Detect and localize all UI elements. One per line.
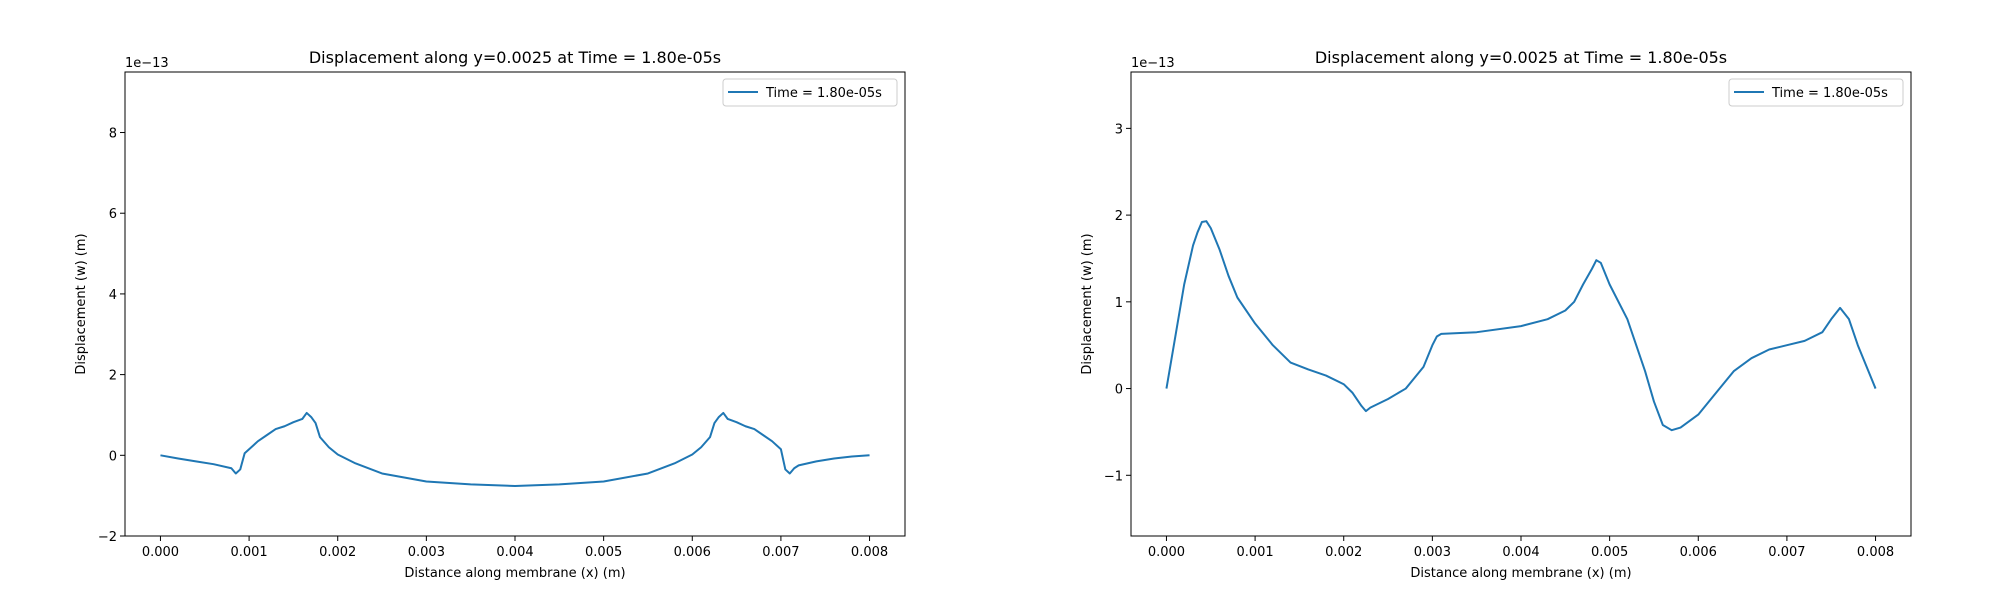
x-tick-label: 0.002 [319, 545, 356, 560]
y-tick-label: −2 [98, 530, 117, 545]
x-tick-label: 0.004 [496, 545, 533, 560]
x-tick-label: 0.001 [1236, 545, 1273, 560]
left-chart-axes-frame [124, 71, 906, 537]
x-tick-label: 0.006 [674, 545, 711, 560]
y-tick-label: 2 [1115, 209, 1123, 224]
left-chart-x-axis-label: Distance along membrane (x) (m) [404, 566, 625, 581]
x-tick-label: 0.003 [1414, 545, 1451, 560]
right-chart-legend: Time = 1.80e-05s [1728, 78, 1904, 107]
y-tick-label: 0 [1115, 383, 1123, 398]
x-tick-label: 0.007 [1768, 545, 1805, 560]
y-tick-label: −1 [1104, 469, 1123, 484]
x-tick-label: 0.008 [851, 545, 888, 560]
y-tick-label: 1 [1115, 296, 1123, 311]
left-chart: Displacement along y=0.0025 at Time = 1.… [74, 48, 906, 581]
left-chart-y-scale-label: 1e−13 [125, 56, 169, 71]
left-chart-plot-area: 0.000 0.001 0.002 0.003 0.004 0.005 0.006 0.007… [98, 127, 888, 560]
x-tick-label: 0.000 [1148, 545, 1185, 560]
y-tick-label: 2 [109, 369, 117, 384]
legend-label: Time = 1.80e-05s [1771, 86, 1888, 101]
right-chart: Displacement along y=0.0025 at Time = 1.… [1080, 48, 1912, 581]
right-chart-title: Displacement along y=0.0025 at Time = 1.… [1315, 48, 1727, 67]
legend-box [1728, 78, 1904, 107]
x-tick-label: 0.001 [230, 545, 267, 560]
left-chart-y-axis-label: Displacement (w) (m) [74, 233, 89, 374]
left-chart-legend: Time = 1.80e-05s [722, 78, 898, 107]
y-tick-label: 4 [109, 288, 117, 303]
series-line [160, 411, 870, 487]
x-tick-label: 0.007 [762, 545, 799, 560]
x-tick-label: 0.003 [408, 545, 445, 560]
left-chart-title: Displacement along y=0.0025 at Time = 1.… [309, 48, 721, 67]
x-tick-label: 0.008 [1857, 545, 1894, 560]
right-chart-axes-frame [1130, 71, 1912, 537]
legend-label: Time = 1.80e-05s [765, 86, 882, 101]
x-tick-label: 0.000 [142, 545, 179, 560]
x-tick-label: 0.006 [1680, 545, 1717, 560]
y-tick-label: 0 [109, 449, 117, 464]
y-tick-label: 3 [1115, 122, 1123, 137]
right-chart-y-axis-label: Displacement (w) (m) [1080, 233, 1095, 374]
series-line [1165, 220, 1877, 432]
right-chart-x-axis-label: Distance along membrane (x) (m) [1410, 566, 1631, 581]
x-tick-label: 0.002 [1325, 545, 1362, 560]
legend-box [722, 78, 898, 107]
right-chart-plot-area: 0.000 0.001 0.002 0.003 0.004 0.005 0.006 0.007… [1104, 122, 1894, 560]
x-tick-label: 0.005 [585, 545, 622, 560]
x-tick-label: 0.005 [1591, 545, 1628, 560]
x-tick-label: 0.004 [1502, 545, 1539, 560]
y-tick-label: 8 [109, 127, 117, 142]
right-chart-y-scale-label: 1e−13 [1131, 56, 1175, 71]
y-tick-label: 6 [109, 207, 117, 222]
